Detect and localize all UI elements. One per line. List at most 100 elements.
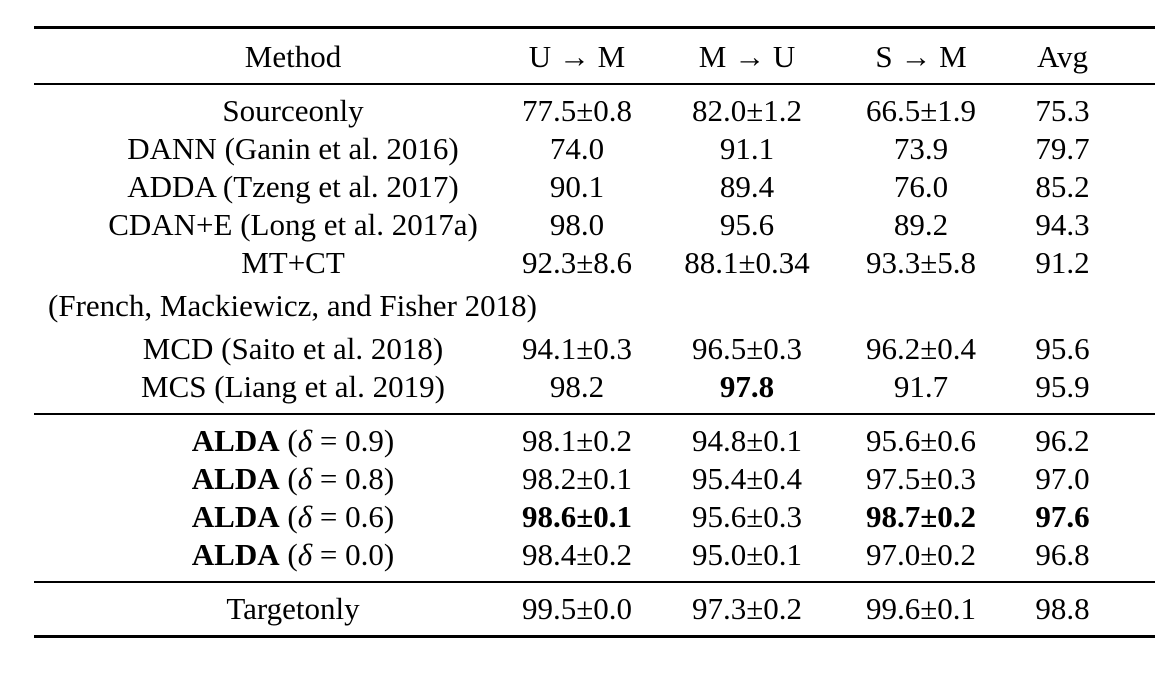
value-cell-avg-best: 97.6 (1035, 499, 1090, 534)
method-paren-close: = 0.9) (312, 423, 395, 458)
value-cell-s-m: 76.0 (893, 169, 949, 204)
method-paren-open: ( (279, 537, 298, 572)
table-row: MCS (Liang et al. 2019) 98.2 97.8 91.7 9… (34, 368, 1155, 414)
table-row: DANN (Ganin et al. 2016) 74.0 91.1 73.9 … (34, 130, 1155, 168)
value-cell-s-m: 91.7 (893, 369, 949, 404)
delta-symbol: δ (297, 461, 313, 496)
value-cell-u-m: 77.5±0.8 (521, 93, 632, 128)
value-cell-avg: 75.3 (1035, 93, 1090, 128)
value-cell-m-u: 91.1 (719, 131, 775, 166)
table-row: ALDA (δ = 0.9) 98.1±0.2 94.8±0.1 95.6±0.… (34, 414, 1155, 460)
method-name: ALDA (191, 461, 280, 496)
table-row: MCD (Saito et al. 2018) 94.1±0.3 96.5±0.… (34, 330, 1155, 368)
table-row: Targetonly 99.5±0.0 97.3±0.2 99.6±0.1 98… (34, 582, 1155, 637)
method-cell: ALDA (δ = 0.9) (34, 414, 492, 460)
value-cell-s-m-best: 98.7±0.2 (865, 499, 976, 534)
value-cell-s-m: 97.5±0.3 (865, 461, 976, 496)
table-row: ALDA (δ = 0.0) 98.4±0.2 95.0±0.1 97.0±0.… (34, 536, 1155, 582)
citation-note: (French, Mackiewicz, and Fisher 2018) (48, 288, 537, 323)
table-row: Sourceonly 77.5±0.8 82.0±1.2 66.5±1.9 75… (34, 84, 1155, 130)
delta-symbol: δ (297, 423, 313, 458)
method-name: ALDA (191, 499, 280, 534)
header-m-to-u: M → U (698, 39, 796, 74)
value-cell-m-u-best: 97.8 (719, 369, 775, 404)
method-paren-close: = 0.6) (312, 499, 395, 534)
value-cell-s-m: 99.6±0.1 (865, 591, 976, 626)
section-alda: ALDA (δ = 0.9) 98.1±0.2 94.8±0.1 95.6±0.… (34, 414, 1155, 582)
table-row: ALDA (δ = 0.6) 98.6±0.1 95.6±0.3 98.7±0.… (34, 498, 1155, 536)
method-cell: DANN (Ganin et al. 2016) (127, 131, 459, 166)
table-header: Method U → M M → U S → M Avg (34, 28, 1155, 85)
method-paren-close: = 0.8) (312, 461, 395, 496)
header-method: Method (244, 39, 342, 74)
method-cell: ALDA (δ = 0.6) (34, 498, 492, 536)
method-paren-close: = 0.0) (312, 537, 395, 572)
value-cell-u-m: 98.2±0.1 (521, 461, 632, 496)
value-cell-u-m: 99.5±0.0 (521, 591, 632, 626)
method-cell: CDAN+E (Long et al. 2017a) (108, 207, 478, 242)
header-u-to-m: U → M (528, 39, 626, 74)
value-cell-u-m: 98.2 (549, 369, 605, 404)
value-cell-s-m: 93.3±5.8 (865, 245, 976, 280)
value-cell-m-u: 95.0±0.1 (691, 537, 802, 572)
table-row: MT+CT 92.3±8.6 88.1±0.34 93.3±5.8 91.2 (34, 244, 1155, 282)
value-cell-s-m: 73.9 (893, 131, 949, 166)
value-cell-m-u: 95.4±0.4 (691, 461, 802, 496)
value-cell-m-u: 97.3±0.2 (691, 591, 802, 626)
header-s-to-m: S → M (875, 39, 967, 74)
section-targetonly: Targetonly 99.5±0.0 97.3±0.2 99.6±0.1 98… (34, 582, 1155, 637)
value-cell-s-m: 89.2 (893, 207, 949, 242)
value-cell-avg: 79.7 (1035, 131, 1090, 166)
results-table: Method U → M M → U S → M Avg Sourceonly … (34, 26, 1155, 638)
value-cell-avg: 96.2 (1035, 423, 1090, 458)
table-row-citation-continuation: (French, Mackiewicz, and Fisher 2018) (34, 282, 1155, 330)
value-cell-u-m: 98.1±0.2 (521, 423, 632, 458)
method-name: ALDA (191, 537, 280, 572)
value-cell-m-u: 82.0±1.2 (691, 93, 802, 128)
method-name: ALDA (191, 423, 280, 458)
value-cell-s-m: 97.0±0.2 (865, 537, 976, 572)
method-paren-open: ( (279, 461, 298, 496)
value-cell-avg: 96.8 (1035, 537, 1090, 572)
value-cell-u-m: 98.4±0.2 (521, 537, 632, 572)
method-cell: ALDA (δ = 0.0) (34, 536, 492, 582)
value-cell-m-u: 88.1±0.34 (684, 245, 810, 280)
value-cell-avg: 85.2 (1035, 169, 1090, 204)
header-avg: Avg (1036, 39, 1089, 74)
method-cell: MT+CT (241, 245, 345, 280)
value-cell-avg: 98.8 (1035, 591, 1090, 626)
value-cell-m-u: 95.6 (719, 207, 775, 242)
value-cell-m-u: 94.8±0.1 (691, 423, 802, 458)
value-cell-u-m: 98.0 (549, 207, 605, 242)
method-cell: ALDA (δ = 0.8) (34, 460, 492, 498)
results-table-container: Method U → M M → U S → M Avg Sourceonly … (34, 26, 1155, 638)
value-cell-s-m: 95.6±0.6 (865, 423, 976, 458)
method-cell: MCS (Liang et al. 2019) (141, 369, 445, 404)
table-row: CDAN+E (Long et al. 2017a) 98.0 95.6 89.… (34, 206, 1155, 244)
method-cell: MCD (Saito et al. 2018) (142, 331, 444, 366)
value-cell-m-u: 89.4 (719, 169, 775, 204)
method-paren-open: ( (279, 423, 298, 458)
table-row: ADDA (Tzeng et al. 2017) 90.1 89.4 76.0 … (34, 168, 1155, 206)
method-cell: Sourceonly (222, 93, 364, 128)
value-cell-u-m: 92.3±8.6 (521, 245, 632, 280)
delta-symbol: δ (297, 537, 313, 572)
value-cell-u-m: 94.1±0.3 (521, 331, 632, 366)
value-cell-m-u: 95.6±0.3 (691, 499, 802, 534)
value-cell-avg: 97.0 (1035, 461, 1090, 496)
value-cell-u-m: 74.0 (549, 131, 605, 166)
value-cell-m-u: 96.5±0.3 (691, 331, 802, 366)
value-cell-u-m-best: 98.6±0.1 (521, 499, 632, 534)
value-cell-avg: 95.9 (1035, 369, 1090, 404)
delta-symbol: δ (297, 499, 313, 534)
value-cell-avg: 94.3 (1035, 207, 1090, 242)
table-row: ALDA (δ = 0.8) 98.2±0.1 95.4±0.4 97.5±0.… (34, 460, 1155, 498)
header-row: Method U → M M → U S → M Avg (34, 28, 1155, 85)
method-cell: Targetonly (226, 591, 360, 626)
value-cell-s-m: 96.2±0.4 (865, 331, 976, 366)
method-paren-open: ( (279, 499, 298, 534)
value-cell-avg: 91.2 (1035, 245, 1090, 280)
value-cell-avg: 95.6 (1035, 331, 1090, 366)
value-cell-u-m: 90.1 (549, 169, 605, 204)
value-cell-s-m: 66.5±1.9 (865, 93, 976, 128)
